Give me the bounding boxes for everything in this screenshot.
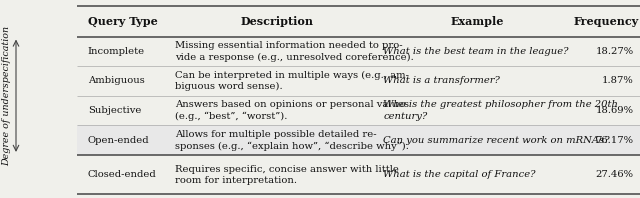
Text: Requires specific, concise answer with little
room for interpretation.: Requires specific, concise answer with l… bbox=[175, 165, 399, 185]
Text: Description: Description bbox=[240, 16, 314, 27]
Text: Missing essential information needed to pro-
vide a response (e.g., unresolved c: Missing essential information needed to … bbox=[175, 41, 413, 62]
Text: What is the capital of France?: What is the capital of France? bbox=[383, 170, 536, 179]
Text: 76.17%: 76.17% bbox=[596, 136, 634, 145]
Text: Subjective: Subjective bbox=[88, 106, 141, 115]
Text: 18.27%: 18.27% bbox=[595, 47, 634, 56]
Text: Query Type: Query Type bbox=[88, 16, 157, 27]
Text: 1.87%: 1.87% bbox=[602, 76, 634, 86]
Text: 27.46%: 27.46% bbox=[596, 170, 634, 179]
Text: Who is the greatest philosopher from the 20th
century?: Who is the greatest philosopher from the… bbox=[383, 100, 618, 121]
Text: What is a transformer?: What is a transformer? bbox=[383, 76, 500, 86]
Text: Can you summarize recent work on mRNAs?: Can you summarize recent work on mRNAs? bbox=[383, 136, 610, 145]
Text: What is the best team in the league?: What is the best team in the league? bbox=[383, 47, 569, 56]
Text: Incomplete: Incomplete bbox=[88, 47, 145, 56]
Bar bbox=[77, 125, 640, 155]
Text: Closed-ended: Closed-ended bbox=[88, 170, 156, 179]
Text: Ambiguous: Ambiguous bbox=[88, 76, 145, 86]
Text: Frequency: Frequency bbox=[574, 16, 639, 27]
Text: 18.69%: 18.69% bbox=[596, 106, 634, 115]
Text: Allows for multiple possible detailed re-
sponses (e.g., “explain how”, “describ: Allows for multiple possible detailed re… bbox=[175, 130, 408, 150]
Text: Example: Example bbox=[450, 16, 504, 27]
Text: Degree of underspecification: Degree of underspecification bbox=[2, 26, 11, 166]
Text: Answers based on opinions or personal values
(e.g., “best”, “worst”).: Answers based on opinions or personal va… bbox=[175, 100, 409, 121]
Text: Open-ended: Open-ended bbox=[88, 136, 149, 145]
Text: Can be interpreted in multiple ways (e.g., am-
biguous word sense).: Can be interpreted in multiple ways (e.g… bbox=[175, 70, 409, 91]
